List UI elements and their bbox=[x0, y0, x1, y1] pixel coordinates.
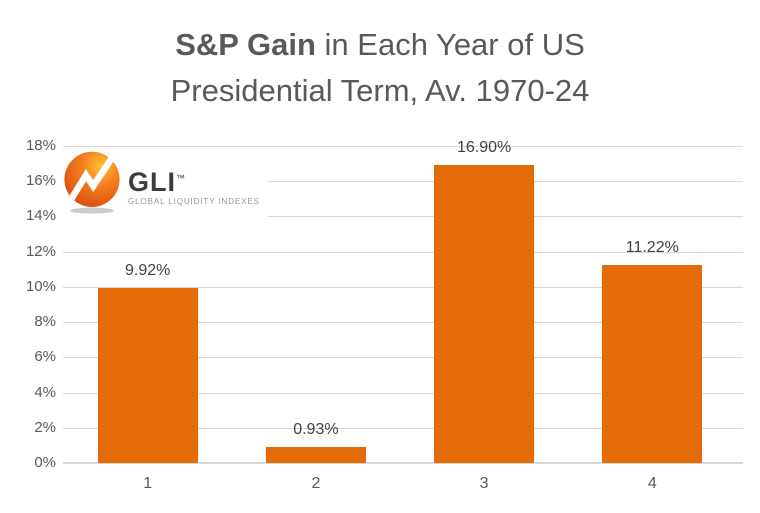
bar-year-3 bbox=[434, 165, 535, 463]
chart-title: S&P Gain in Each Year of US Presidential … bbox=[0, 22, 760, 114]
y-tick-label: 14% bbox=[25, 207, 56, 225]
bar-value-label: 0.93% bbox=[293, 420, 339, 438]
y-tick-label: 18% bbox=[25, 137, 56, 154]
gli-logo-text: GLI™ GLOBAL LIQUIDITY INDEXES bbox=[128, 159, 260, 207]
bar-year-2 bbox=[265, 446, 366, 463]
bar-year-1 bbox=[97, 288, 198, 463]
y-tick-label: 4% bbox=[34, 383, 56, 401]
gridline bbox=[63, 146, 743, 147]
x-tick-label: 1 bbox=[143, 475, 153, 492]
y-tick-label: 2% bbox=[34, 418, 56, 436]
gridline bbox=[63, 181, 743, 183]
x-tick-label: 3 bbox=[479, 475, 489, 492]
y-tick-label: 0% bbox=[34, 454, 56, 471]
x-tick-label: 2 bbox=[311, 475, 321, 492]
bar-value-label: 11.22% bbox=[625, 239, 679, 257]
y-tick-label: 16% bbox=[25, 172, 56, 190]
y-tick-label: 10% bbox=[25, 277, 56, 295]
y-tick-label: 8% bbox=[34, 313, 56, 331]
gli-logo-name: GLI™ bbox=[128, 165, 260, 197]
y-tick-label: 6% bbox=[34, 348, 56, 366]
gli-logo-subtitle: GLOBAL LIQUIDITY INDEXES bbox=[128, 197, 260, 206]
gridline bbox=[63, 286, 743, 288]
gridline bbox=[63, 322, 743, 324]
bar-year-4 bbox=[602, 265, 703, 463]
gli-logo: GLI™ GLOBAL LIQUIDITY INDEXES bbox=[62, 147, 268, 218]
x-axis-line bbox=[63, 462, 743, 464]
gridline bbox=[63, 251, 743, 253]
gridline bbox=[63, 427, 743, 429]
x-tick-label: 4 bbox=[647, 475, 657, 492]
gridline bbox=[63, 216, 743, 218]
gli-globe-icon bbox=[62, 150, 122, 216]
gli-logo-name-text: GLI bbox=[128, 167, 176, 197]
chart-title-line1-rest: in Each Year of US bbox=[315, 27, 585, 62]
gridline bbox=[63, 357, 743, 359]
chart-title-line2: Presidential Term, Av. 1970-24 bbox=[170, 73, 590, 108]
gli-trademark: ™ bbox=[176, 173, 186, 183]
gridline bbox=[63, 392, 743, 394]
chart-title-emphasis: S&P Gain bbox=[175, 27, 316, 62]
bar-value-label: 9.92% bbox=[125, 262, 171, 280]
y-tick-label: 12% bbox=[25, 242, 56, 260]
bar-value-label: 16.90% bbox=[456, 139, 512, 157]
